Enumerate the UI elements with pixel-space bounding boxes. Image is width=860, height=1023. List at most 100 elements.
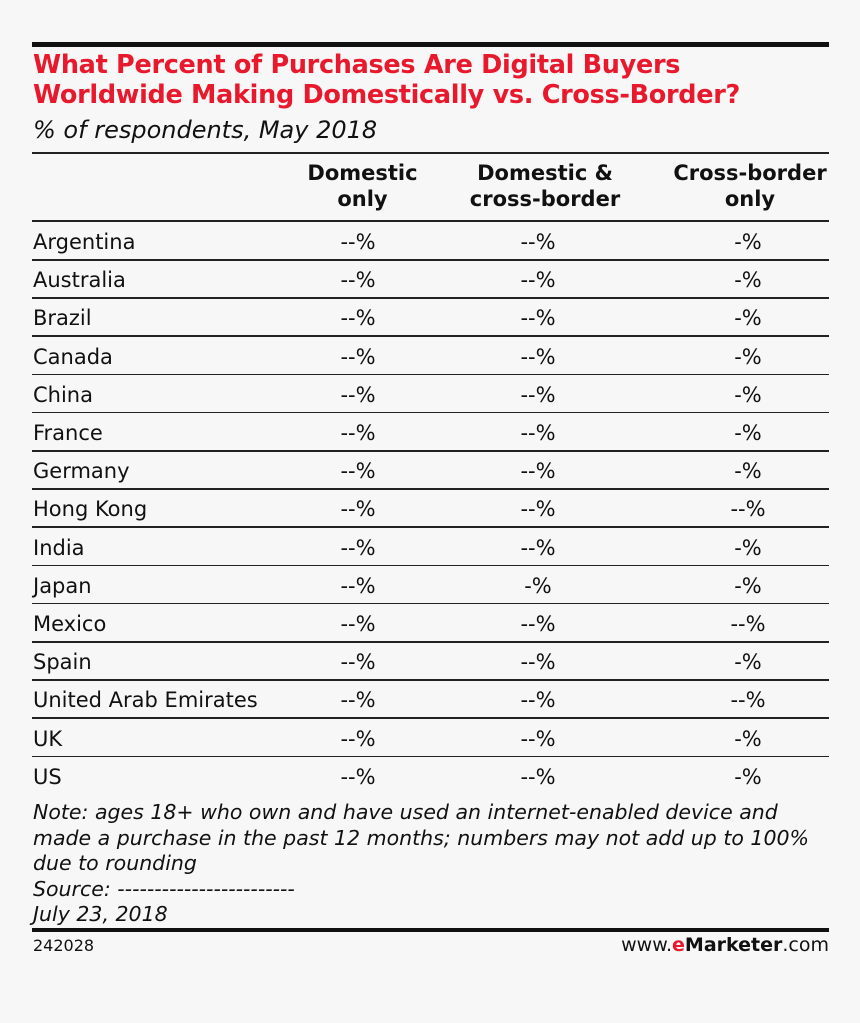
table-cell: --%	[340, 344, 376, 369]
chart-title: What Percent of Purchases Are Digital Bu…	[33, 50, 833, 110]
bottom-rule	[32, 928, 829, 932]
table-cell: --%	[340, 459, 376, 484]
brand-prefix: www.	[621, 934, 673, 956]
row-divider	[32, 755, 829, 758]
row-divider	[32, 526, 829, 528]
row-divider	[32, 564, 829, 567]
table-cell: --%	[520, 688, 556, 713]
table-cell: --%	[520, 764, 556, 789]
table-cell: --%	[340, 535, 376, 560]
column-header-cross-border-only: Cross-border only	[665, 160, 835, 212]
row-divider	[32, 717, 829, 719]
row-label: US	[33, 764, 62, 789]
brand-accent: e	[672, 934, 685, 956]
table-cell: -%	[734, 650, 762, 675]
row-divider	[32, 259, 829, 261]
header-top-rule	[32, 152, 829, 154]
column-header-line: Domestic &	[477, 161, 613, 185]
note-line: Note: ages 18+ who own and have used an …	[33, 800, 778, 824]
row-label: India	[33, 535, 85, 560]
note-line: due to rounding	[33, 851, 197, 875]
brand-suffix: .com	[782, 934, 829, 956]
chart-id: 242028	[33, 936, 95, 955]
chart-title-text: What Percent of Purchases Are Digital Bu…	[33, 50, 741, 110]
row-divider	[32, 488, 829, 490]
table-cell: --%	[340, 497, 376, 522]
table-cell: --%	[340, 421, 376, 445]
row-label: UK	[33, 726, 63, 751]
row-divider	[32, 641, 829, 643]
table-cell: --%	[730, 497, 766, 522]
top-rule	[32, 42, 829, 47]
column-header-line: Cross-border	[673, 161, 827, 185]
table-cell: -%	[734, 573, 762, 598]
row-label: Hong Kong	[33, 497, 148, 522]
table-cell: -%	[734, 764, 762, 789]
table-cell: --%	[340, 764, 376, 789]
table-cell: --%	[520, 459, 556, 484]
row-label: Brazil	[33, 306, 92, 331]
note-date: July 23, 2018	[33, 902, 168, 926]
table-cell: --%	[520, 535, 556, 560]
row-label: Argentina	[33, 230, 136, 254]
row-label: Germany	[33, 459, 130, 484]
table-cell: --%	[340, 573, 376, 598]
table-cell: --%	[520, 230, 556, 254]
row-divider	[32, 450, 829, 452]
table-cell: --%	[340, 382, 376, 407]
table-cell: --%	[730, 688, 766, 713]
row-label: Spain	[33, 650, 92, 675]
column-header-domestic-only: Domestic only	[300, 160, 425, 212]
table-cell: --%	[520, 382, 556, 407]
row-divider	[32, 373, 829, 376]
row-label: Canada	[33, 344, 113, 369]
table-cell: --%	[520, 268, 556, 293]
table-cell: --%	[520, 650, 556, 675]
row-divider	[32, 679, 829, 681]
table-cell: --%	[340, 230, 376, 254]
table-cell: --%	[340, 612, 376, 636]
table-cell: -%	[734, 535, 762, 560]
note-line: made a purchase in the past 12 months; n…	[33, 825, 810, 850]
table-cell: --%	[520, 612, 556, 636]
table-cell: -%	[734, 306, 762, 331]
chart-note: Note: ages 18+ who own and have used an …	[33, 800, 833, 928]
table-cell: -%	[524, 573, 552, 598]
column-header-domestic-cross-border: Domestic & cross-border	[460, 160, 630, 212]
brand-logo: www.eMarketer.com	[621, 934, 829, 956]
table-cell: --%	[520, 306, 556, 331]
table-cell: -%	[734, 268, 762, 293]
table-cell: --%	[340, 726, 376, 751]
row-divider	[32, 297, 829, 299]
row-divider	[32, 411, 829, 414]
table-cell: --%	[520, 421, 556, 445]
table-cell: -%	[734, 421, 762, 445]
note-source: Source: ------------------------	[33, 876, 295, 901]
table-cell: -%	[734, 726, 762, 751]
chart-subtitle: % of respondents, May 2018	[33, 116, 378, 144]
row-label: France	[33, 421, 103, 445]
header-bottom-rule	[32, 220, 829, 222]
table-cell: --%	[520, 726, 556, 751]
row-divider	[32, 602, 829, 605]
row-label: United Arab Emirates	[33, 688, 258, 713]
table-cell: --%	[520, 344, 556, 369]
table-cell: --%	[340, 688, 376, 713]
row-label: Japan	[33, 573, 92, 598]
table-cell: -%	[734, 344, 762, 369]
table-cell: --%	[730, 612, 766, 636]
table-cell: -%	[734, 382, 762, 407]
column-header-line: only	[724, 187, 776, 211]
brand-name: Marketer	[684, 934, 783, 956]
table-cell: --%	[520, 497, 556, 522]
table-cell: --%	[340, 650, 376, 675]
column-header-line: cross-border	[469, 187, 621, 211]
column-header-line: Domestic	[307, 161, 418, 185]
column-header-line: only	[337, 187, 388, 211]
table-cell: --%	[340, 306, 376, 331]
row-label: China	[33, 382, 93, 407]
row-label: Australia	[33, 268, 126, 293]
table-cell: --%	[340, 268, 376, 293]
table-cell: -%	[734, 230, 762, 254]
row-divider	[32, 335, 829, 337]
